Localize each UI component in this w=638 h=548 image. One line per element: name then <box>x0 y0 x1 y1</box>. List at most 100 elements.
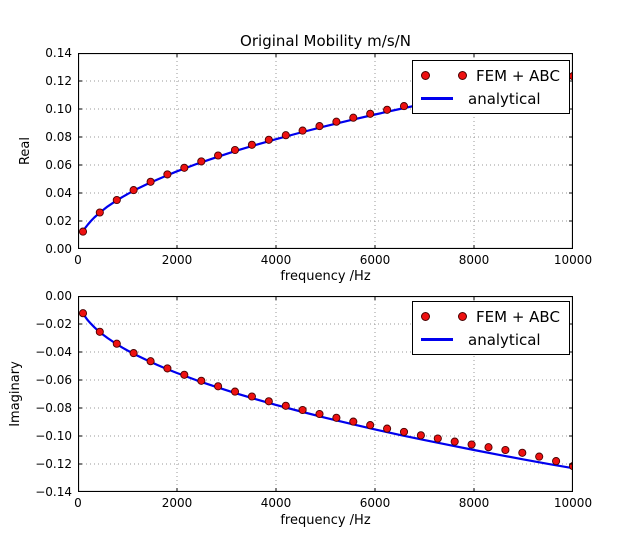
fem-abc-marker <box>78 227 88 236</box>
fem-abc-marker <box>416 431 425 440</box>
x-tick-label: 10000 <box>553 253 593 267</box>
y-tick-label: −0.08 <box>35 401 72 415</box>
x-tick-label: 0 <box>74 253 82 267</box>
y-tick-label: 0.06 <box>45 158 72 172</box>
y-axis-label-imaginary: Imaginary <box>8 361 23 427</box>
fem-abc-marker <box>112 339 121 348</box>
fem-abc-marker <box>146 357 155 366</box>
fem-abc-marker <box>366 421 375 430</box>
legend-label: analytical <box>468 89 541 108</box>
legend-label: FEM + ABC <box>476 307 560 326</box>
legend-entry-fem-abc: FEM + ABC <box>413 305 569 328</box>
fem-abc-dot-icon <box>458 312 467 321</box>
fem-abc-marker <box>281 131 290 140</box>
fem-abc-marker <box>467 440 476 449</box>
y-tick-label: −0.10 <box>35 429 72 443</box>
fem-abc-marker <box>197 157 206 166</box>
x-tick-label: 2000 <box>161 496 193 510</box>
y-tick-label: 0.08 <box>45 130 72 144</box>
legend-entry-analytical: analytical <box>413 87 569 110</box>
y-tick-label: 0.00 <box>45 289 72 303</box>
x-tick-label: 4000 <box>260 253 292 267</box>
fem-abc-dot-icon <box>458 71 467 80</box>
fem-abc-marker <box>95 327 104 336</box>
fem-abc-marker <box>298 405 307 415</box>
fem-abc-marker <box>332 413 341 422</box>
x-tick-label: 4000 <box>260 496 292 510</box>
fem-abc-marker <box>281 401 290 410</box>
x-axis-label-real: frequency /Hz <box>280 269 371 284</box>
y-tick-label: −0.06 <box>35 373 72 387</box>
fem-abc-marker <box>383 105 392 114</box>
fem-abc-marker <box>247 140 256 149</box>
y-tick-label: −0.04 <box>35 345 72 359</box>
fem-abc-marker <box>163 364 172 373</box>
legend-entry-fem-abc: FEM + ABC <box>413 64 569 87</box>
fem-abc-marker <box>180 163 189 172</box>
fem-abc-marker <box>315 409 324 419</box>
fem-abc-marker <box>214 382 223 391</box>
fem-abc-marker <box>180 370 189 379</box>
fem-abc-dot-icon <box>421 71 430 80</box>
fem-abc-marker <box>349 417 358 426</box>
legend-real: FEM + ABC analytical <box>412 60 570 114</box>
x-tick-label: 8000 <box>458 496 490 510</box>
y-tick-label: 0.12 <box>45 74 72 88</box>
fem-abc-marker <box>112 195 121 205</box>
x-tick-label: 10000 <box>553 496 593 510</box>
x-tick-label: 8000 <box>458 253 490 267</box>
fem-abc-marker <box>484 443 493 452</box>
fem-abc-marker <box>535 452 544 461</box>
fem-abc-marker-icon <box>421 312 467 321</box>
fem-abc-marker <box>214 151 223 160</box>
fem-abc-marker <box>366 109 375 118</box>
fem-abc-marker <box>247 392 256 401</box>
y-tick-label: 0.02 <box>45 214 72 228</box>
legend-label: FEM + ABC <box>476 66 560 85</box>
fem-abc-marker <box>95 208 104 217</box>
fem-abc-marker <box>230 145 240 155</box>
fem-abc-marker <box>129 186 138 195</box>
fem-abc-marker <box>129 349 138 358</box>
x-tick-label: 6000 <box>359 496 391 510</box>
fem-abc-marker <box>383 424 392 433</box>
fem-abc-marker <box>433 434 442 443</box>
analytical-line-icon <box>421 338 453 341</box>
x-tick-label: 0 <box>74 496 82 510</box>
fem-abc-marker-icon <box>421 71 467 80</box>
x-tick-label: 2000 <box>161 253 193 267</box>
fem-abc-marker <box>518 448 527 457</box>
fem-abc-marker <box>264 397 273 406</box>
fem-abc-dot-icon <box>421 312 430 321</box>
fem-abc-marker <box>349 113 358 122</box>
fem-abc-marker <box>197 376 206 385</box>
analytical-line-icon <box>421 97 453 100</box>
fem-abc-marker <box>230 387 240 396</box>
y-tick-label: −0.14 <box>35 485 72 499</box>
fem-abc-marker <box>163 170 172 179</box>
fem-abc-marker <box>399 427 409 436</box>
fem-abc-marker <box>399 102 409 111</box>
fem-abc-marker <box>315 122 324 131</box>
y-tick-label: 0.00 <box>45 242 72 256</box>
fem-abc-marker <box>332 117 341 126</box>
axes-frame <box>78 53 573 249</box>
y-tick-label: −0.02 <box>35 317 72 331</box>
y-tick-label: 0.10 <box>45 102 72 116</box>
legend-imaginary: FEM + ABC analytical <box>412 301 570 355</box>
fem-abc-marker <box>501 445 510 455</box>
y-tick-label: 0.14 <box>45 46 72 60</box>
fem-abc-marker <box>146 177 155 186</box>
fem-abc-marker <box>264 135 273 144</box>
legend-entry-analytical: analytical <box>413 328 569 351</box>
fem-abc-marker <box>298 126 307 135</box>
y-tick-label: 0.04 <box>45 186 72 200</box>
y-tick-label: −0.12 <box>35 457 72 471</box>
chart-title: Original Mobility m/s/N <box>240 32 411 50</box>
fem-abc-marker <box>450 437 459 446</box>
legend-label: analytical <box>468 330 541 349</box>
x-axis-label-imaginary: frequency /Hz <box>280 513 371 528</box>
x-tick-label: 6000 <box>359 253 391 267</box>
fem-abc-marker <box>78 309 88 318</box>
